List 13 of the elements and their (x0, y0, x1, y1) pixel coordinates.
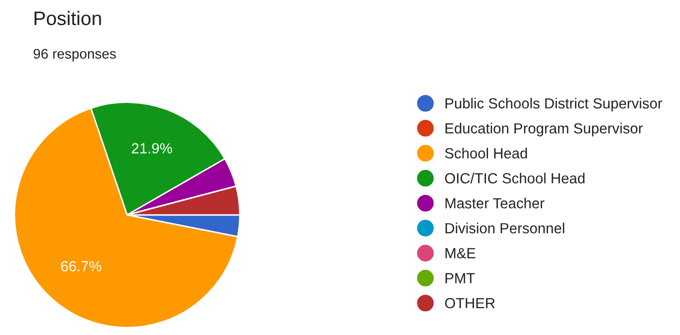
data-label: 21.9% (132, 143, 172, 154)
legend-label: Division Personnel (446, 222, 564, 234)
legend-label: Education Program Supervisor (446, 122, 643, 136)
legend-label: M&E (446, 248, 476, 258)
chart-subtitle: 96 responses (34, 48, 116, 62)
legend-label: PMT (446, 273, 475, 284)
legend-label: OTHER (445, 298, 495, 308)
legend-label: Master Teacher (446, 198, 544, 208)
legend-label: School Head (445, 148, 527, 158)
legend-label: OIC/TIC School Head (445, 172, 584, 184)
data-label: 66.7% (61, 261, 102, 272)
legend-label: Public Schools District Supervisor (446, 98, 662, 112)
chart-title: Position (34, 10, 101, 26)
